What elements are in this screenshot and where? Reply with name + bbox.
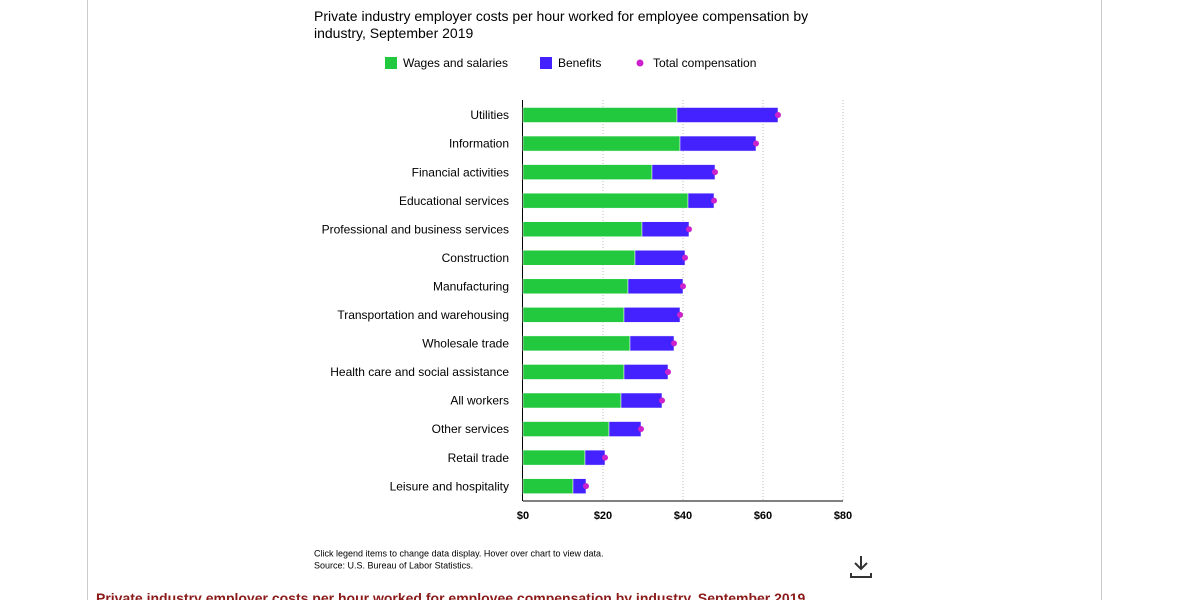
- bar-segment: [522, 221, 643, 237]
- bar-segment: [627, 278, 684, 295]
- bar-segment: [629, 335, 675, 352]
- bar-segment: [651, 164, 716, 180]
- total-marker: [583, 483, 589, 490]
- total-marker: [680, 283, 686, 290]
- legend-label[interactable]: Wages and salaries: [403, 56, 508, 70]
- bar-segment: [676, 107, 779, 123]
- total-marker: [671, 340, 677, 347]
- total-marker: [711, 197, 717, 204]
- legend-swatch[interactable]: [636, 59, 644, 67]
- y-tick-label: Other services: [432, 422, 509, 436]
- bar-segment: [522, 192, 689, 209]
- bar-segment: [620, 392, 663, 409]
- bar-segment: [522, 478, 574, 494]
- bar-segment: [522, 250, 636, 266]
- x-tick-label: $60: [754, 510, 772, 522]
- y-tick-label: Construction: [442, 251, 509, 265]
- bar-segment: [522, 278, 629, 295]
- bar-segment: [522, 449, 586, 466]
- total-marker: [677, 311, 683, 318]
- total-marker: [665, 368, 671, 375]
- y-tick-label: All workers: [450, 394, 509, 408]
- total-marker: [775, 112, 781, 118]
- x-tick-label: $80: [834, 510, 852, 522]
- bar-segment: [522, 164, 653, 180]
- total-marker: [686, 226, 692, 233]
- total-marker: [682, 254, 688, 261]
- legend-swatch[interactable]: [385, 57, 397, 69]
- x-tick-label: $40: [674, 510, 692, 522]
- y-tick-label: Professional and business services: [322, 222, 509, 236]
- bar-segment: [522, 364, 625, 380]
- total-marker: [638, 426, 644, 433]
- bar-segment: [687, 192, 715, 209]
- y-tick-label: Wholesale trade: [422, 337, 509, 351]
- bar-segment: [641, 221, 690, 237]
- bar-segment: [634, 250, 686, 266]
- y-tick-label: Utilities: [470, 108, 509, 122]
- bar-segment: [522, 421, 610, 437]
- bar-segment: [522, 135, 681, 152]
- chart-title: Private industry employer costs per hour…: [314, 8, 809, 41]
- x-tick-label: $0: [517, 510, 529, 522]
- bar-segment: [608, 421, 642, 437]
- y-tick-label: Health care and social assistance: [330, 365, 509, 379]
- y-tick-label: Leisure and hospitality: [390, 479, 509, 493]
- download-icon[interactable]: [850, 556, 872, 578]
- bar-segment: [679, 135, 757, 152]
- y-tick-label: Retail trade: [448, 451, 510, 465]
- bar-segment: [623, 307, 681, 323]
- bar-segment: [522, 107, 678, 123]
- legend-label[interactable]: Benefits: [558, 56, 601, 70]
- note: Click legend items to change data displa…: [314, 548, 603, 558]
- y-tick-label: Information: [449, 137, 509, 151]
- y-tick-label: Transportation and warehousing: [337, 308, 509, 322]
- legend-label[interactable]: Total compensation: [653, 56, 756, 70]
- y-tick-label: Educational services: [399, 194, 509, 208]
- y-tick-label: Manufacturing: [433, 279, 509, 293]
- note: Source: U.S. Bureau of Labor Statistics.: [314, 560, 473, 570]
- total-marker: [602, 454, 608, 461]
- legend-swatch[interactable]: [540, 57, 552, 69]
- x-tick-label: $20: [594, 510, 612, 522]
- y-tick-label: Financial activities: [412, 165, 509, 179]
- total-marker: [712, 169, 718, 176]
- bar-segment: [623, 364, 669, 380]
- bar-segment: [522, 392, 622, 409]
- bar-segment: [522, 307, 625, 323]
- total-marker: [659, 397, 665, 404]
- total-marker: [753, 140, 759, 147]
- caption: Private industry employer costs per hour…: [96, 590, 806, 600]
- bar-segment: [522, 335, 631, 352]
